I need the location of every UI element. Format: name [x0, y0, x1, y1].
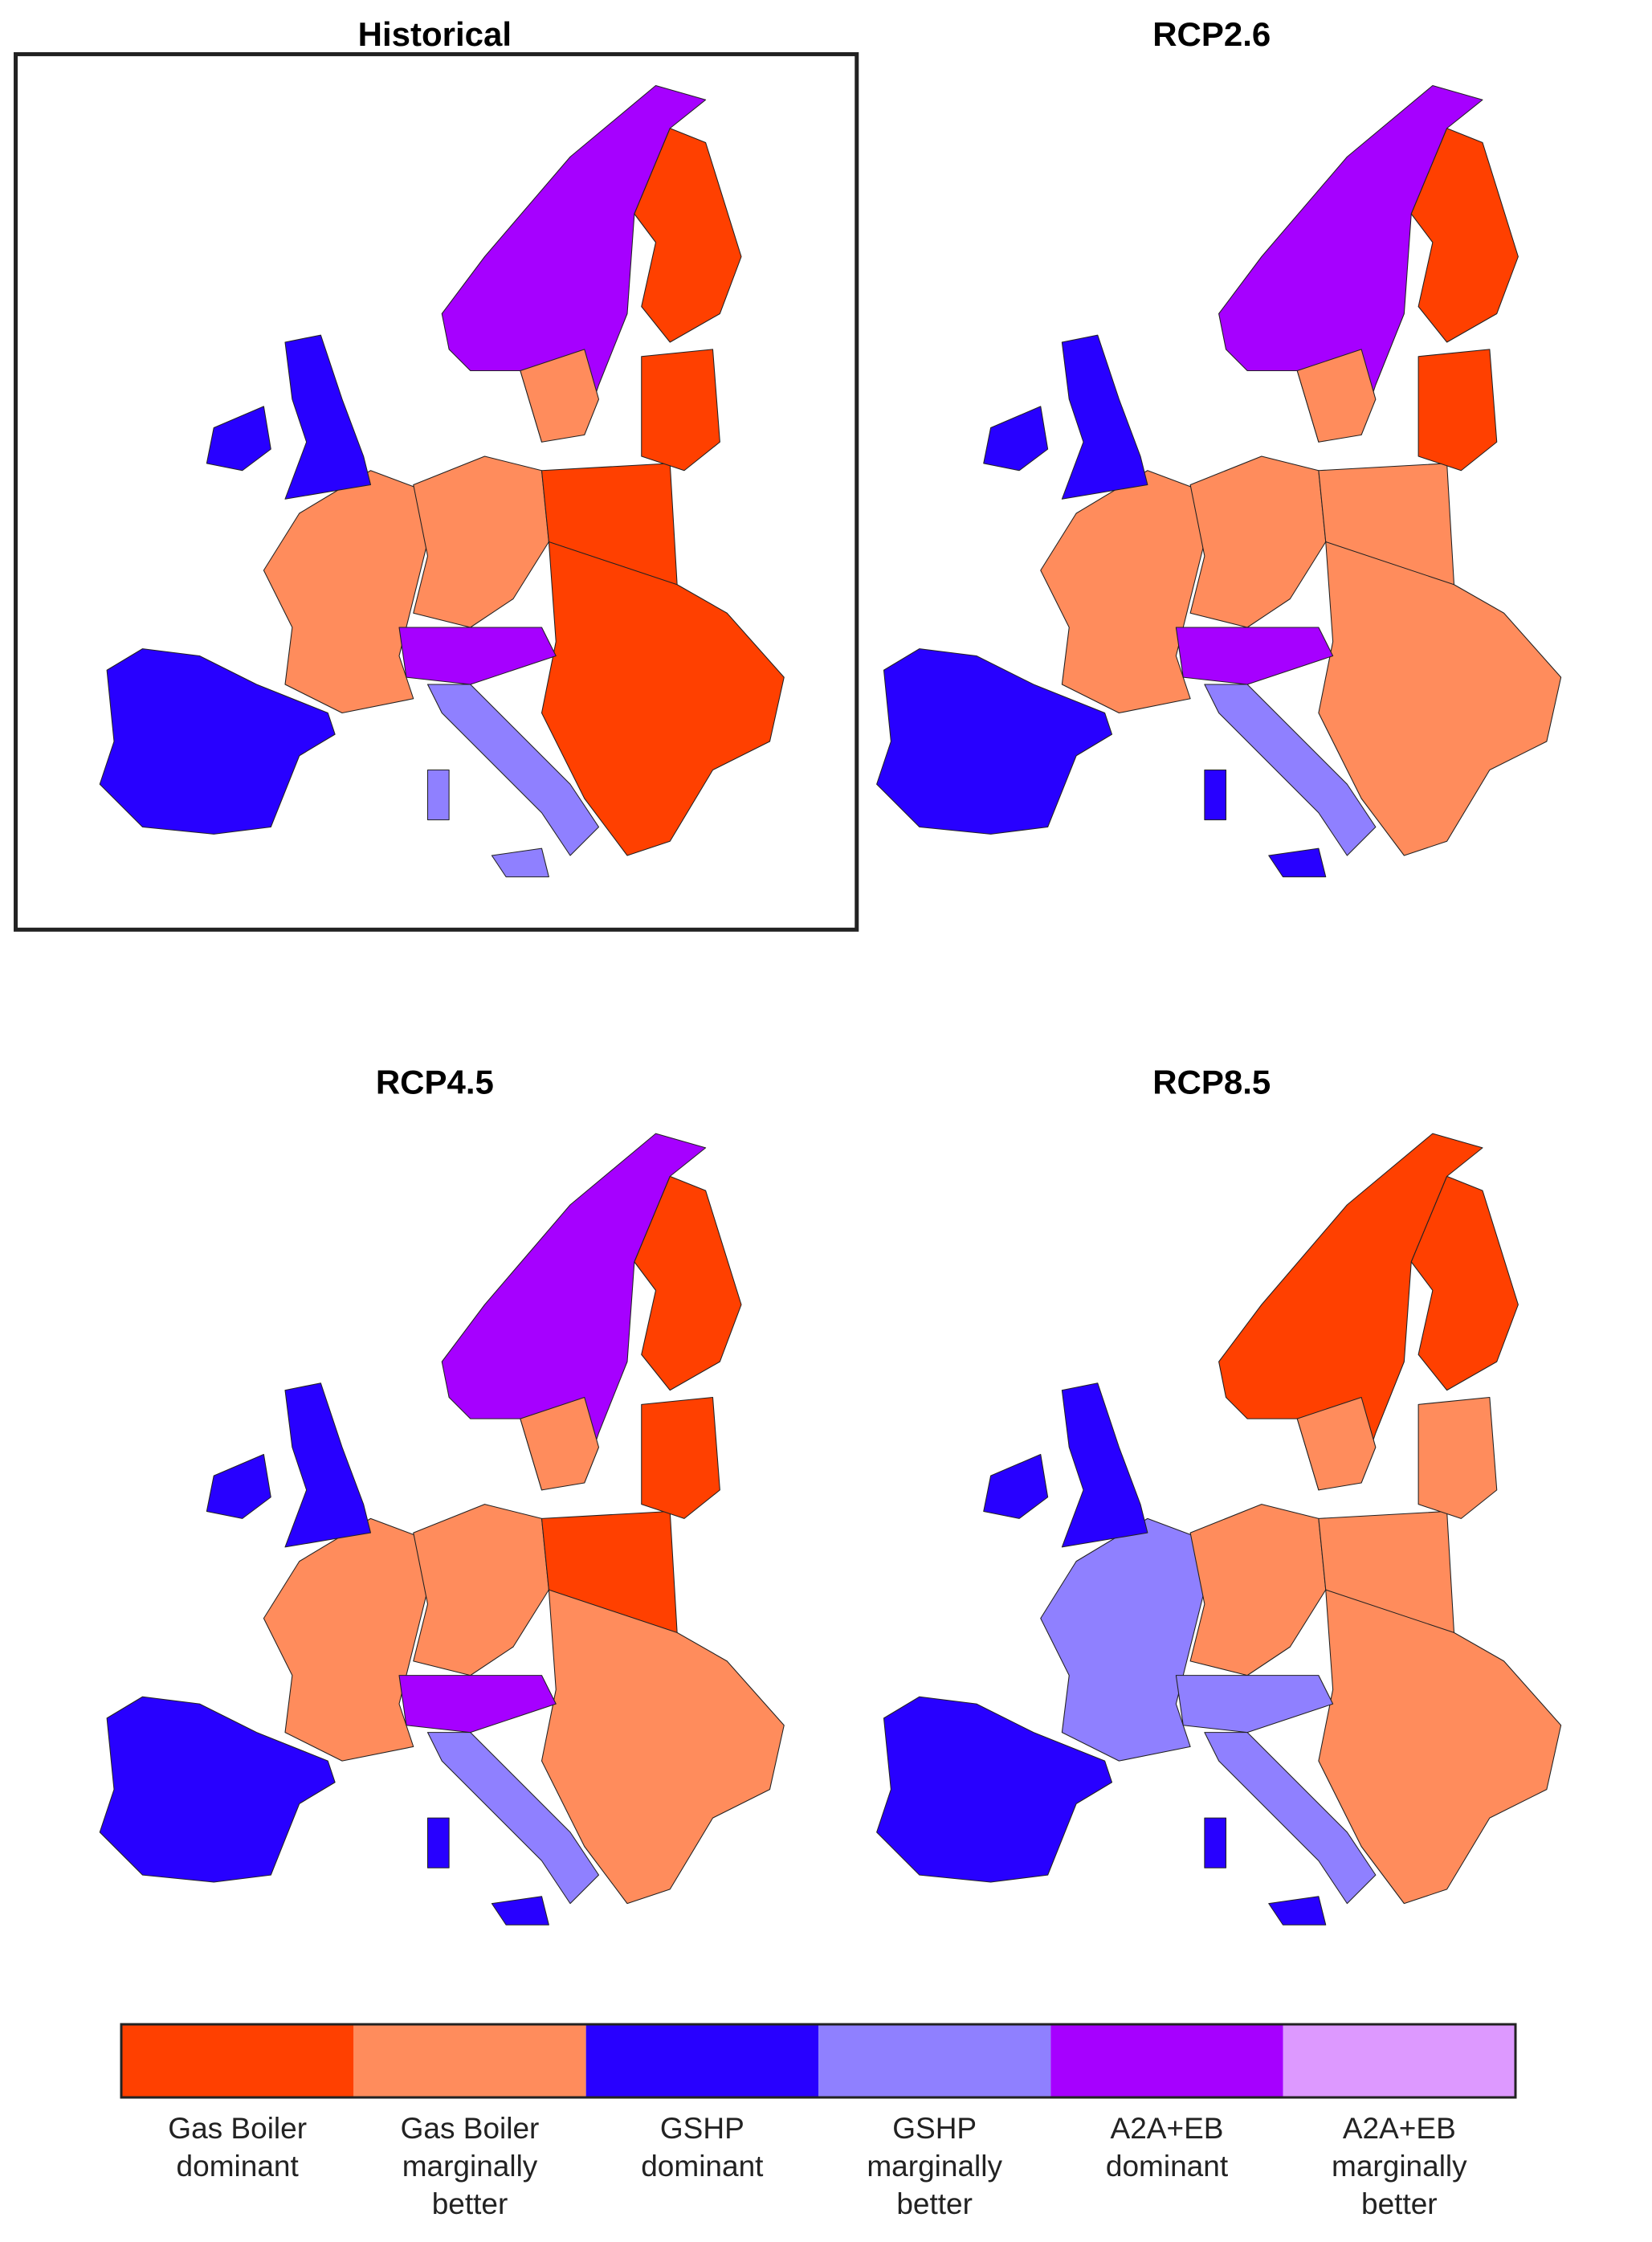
- legend-label: marginally: [867, 2150, 1002, 2183]
- map-region: [876, 1696, 1113, 1883]
- panel-title: Historical: [358, 15, 512, 53]
- map-region: [1040, 1517, 1205, 1762]
- map-region: [1204, 1817, 1227, 1868]
- legend-swatch: [1283, 2024, 1515, 2097]
- map-region: [540, 1589, 785, 1905]
- map-region: [1417, 1396, 1498, 1519]
- map-region: [1061, 1382, 1148, 1548]
- legend-frame: [120, 2023, 1517, 2099]
- map: [876, 84, 1562, 878]
- legend-label: dominant: [177, 2150, 300, 2183]
- legend-swatch: [121, 2024, 354, 2097]
- map-region: [1417, 349, 1498, 472]
- map-region: [1318, 541, 1562, 856]
- map-region: [1204, 769, 1227, 821]
- map-region: [641, 349, 720, 472]
- legend-label: dominant: [1106, 2150, 1229, 2183]
- map-region: [1061, 334, 1148, 500]
- map-region: [206, 1453, 271, 1519]
- panel-frame: [14, 51, 859, 932]
- map-region: [99, 648, 336, 835]
- map-region: [1218, 84, 1483, 443]
- panel-title: RCP8.5: [1152, 1063, 1271, 1101]
- map-region: [263, 1517, 429, 1762]
- map-region: [1175, 1675, 1334, 1734]
- map-region: [876, 648, 1113, 835]
- map-region: [1189, 1504, 1327, 1676]
- map-region: [540, 541, 785, 856]
- map-region: [1296, 1396, 1377, 1491]
- map-region: [1296, 349, 1377, 443]
- map-region: [1318, 1589, 1562, 1905]
- map-region: [491, 847, 549, 878]
- map-region: [1040, 470, 1205, 714]
- map-region: [426, 769, 450, 821]
- map-region: [413, 1504, 549, 1676]
- map-region: [641, 1396, 720, 1519]
- map-region: [491, 1896, 549, 1926]
- map-region: [1410, 1175, 1519, 1391]
- legend-label: A2A+EB: [1111, 2112, 1224, 2145]
- map-region: [441, 1133, 707, 1491]
- map-region: [263, 470, 429, 714]
- legend-swatch: [353, 2024, 586, 2097]
- map-region: [426, 1817, 450, 1868]
- map-region: [284, 1382, 372, 1548]
- map-region: [634, 128, 742, 343]
- map-region: [413, 455, 549, 628]
- legend-label: better: [896, 2187, 973, 2220]
- panel-title: RCP2.6: [1152, 15, 1271, 53]
- legend-label: A2A+EB: [1343, 2112, 1456, 2145]
- map-region: [520, 349, 600, 443]
- legend-label: dominant: [641, 2150, 764, 2183]
- map-region: [1189, 455, 1327, 628]
- legend-label: marginally: [402, 2150, 538, 2183]
- map-region: [99, 1696, 336, 1883]
- map-region: [520, 1396, 600, 1491]
- map-region: [1268, 1896, 1327, 1926]
- map-region: [206, 406, 271, 472]
- map-region: [1268, 847, 1327, 878]
- legend-label: marginally: [1332, 2150, 1467, 2183]
- map-region: [426, 1732, 600, 1905]
- map-region: [983, 1453, 1049, 1519]
- map-region: [398, 1675, 557, 1734]
- legend-label: better: [432, 2187, 508, 2220]
- map: [99, 84, 785, 878]
- map: [876, 1133, 1562, 1926]
- legend-label: better: [1361, 2187, 1438, 2220]
- map-region: [1204, 1732, 1377, 1905]
- map-region: [441, 84, 707, 443]
- panel-title: RCP4.5: [376, 1063, 494, 1101]
- map-region: [426, 684, 600, 856]
- map-region: [1410, 128, 1519, 343]
- map-region: [1175, 627, 1334, 685]
- map-region: [983, 406, 1049, 472]
- legend-swatch: [585, 2024, 818, 2097]
- legend-label: GSHP: [660, 2112, 744, 2145]
- map-region: [1204, 684, 1377, 856]
- map-region: [1218, 1133, 1483, 1491]
- map-region: [284, 334, 372, 500]
- legend-label: Gas Boiler: [401, 2112, 540, 2145]
- legend-label: GSHP: [892, 2112, 977, 2145]
- map: [99, 1133, 785, 1926]
- legend-label: Gas Boiler: [168, 2112, 307, 2145]
- legend-swatch: [1050, 2024, 1283, 2097]
- map-region: [634, 1175, 742, 1391]
- legend-swatch: [818, 2024, 1051, 2097]
- map-region: [398, 627, 557, 685]
